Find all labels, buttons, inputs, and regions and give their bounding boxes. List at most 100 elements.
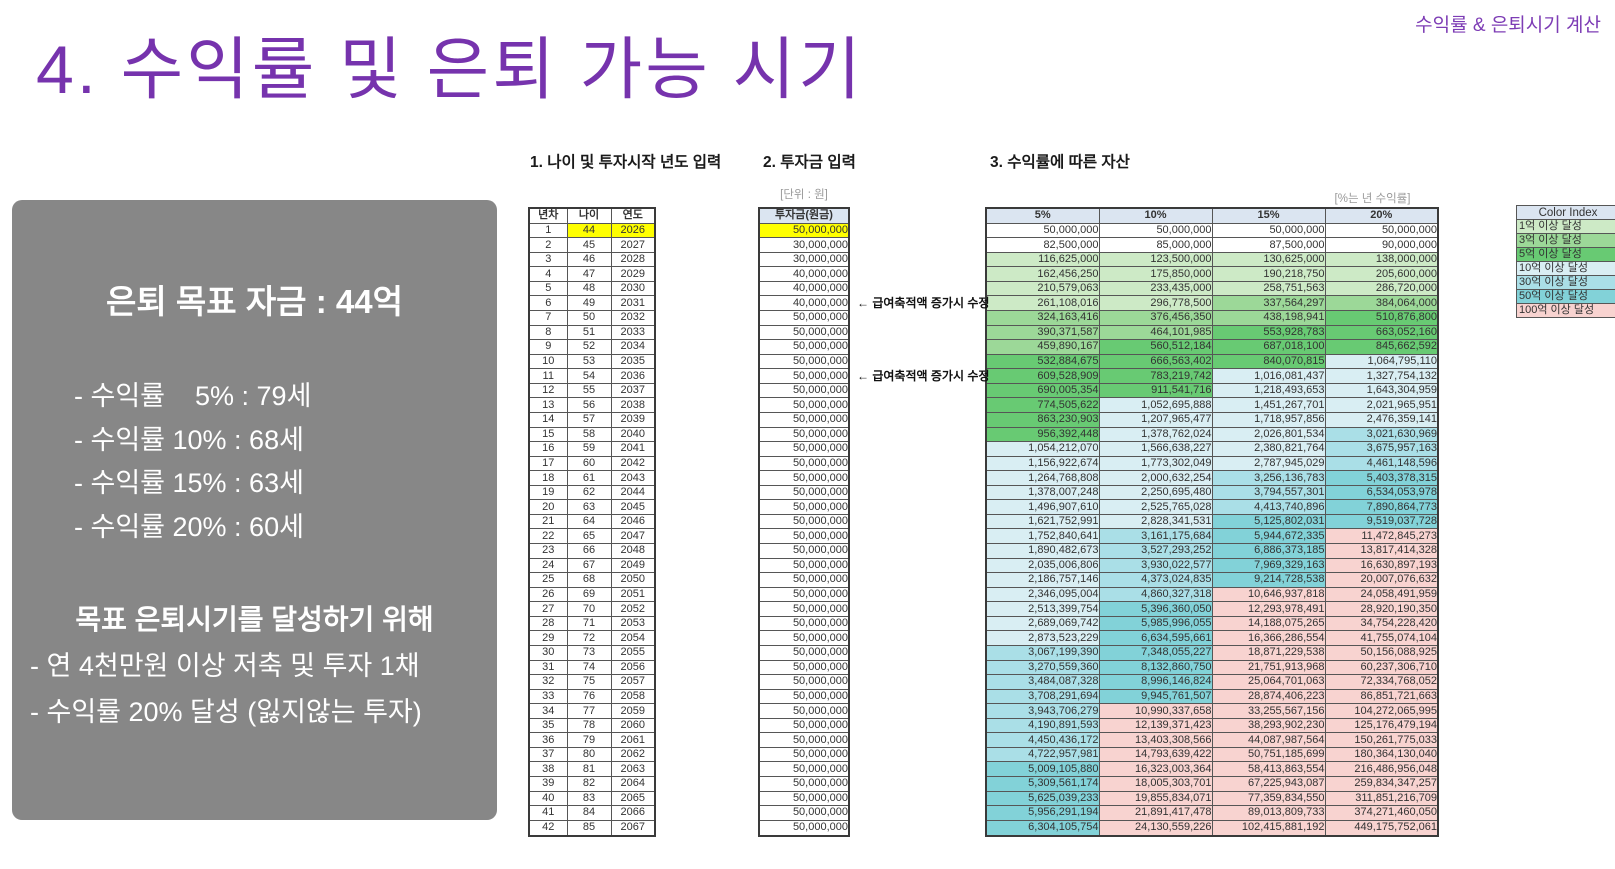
- age-cell: 2033: [610, 324, 656, 341]
- section-header-invest-input: 2. 투자금 입력: [763, 154, 856, 171]
- asset-cell: 5,985,996,055: [1098, 615, 1213, 632]
- asset-cell: 18,871,229,538: [1211, 644, 1326, 661]
- asset-cell: 24,058,491,959: [1324, 586, 1439, 603]
- corner-note: 수익률 & 은퇴시기 계산: [1415, 15, 1601, 36]
- asset-cell: 3,708,291,694: [985, 688, 1100, 705]
- asset-cell: 19,855,834,071: [1098, 790, 1213, 807]
- invest-cell: 50,000,000: [758, 368, 850, 384]
- age-cell: 65: [566, 528, 612, 545]
- age-cell: 22: [528, 528, 568, 545]
- age-cell: 55: [566, 382, 612, 399]
- age-cell: 26: [528, 586, 568, 603]
- invest-cell: 50,000,000: [758, 484, 850, 501]
- age-cell: 69: [566, 586, 612, 603]
- age-cell: 36: [528, 732, 568, 748]
- age-cell: 24: [528, 557, 568, 574]
- age-cell: 45: [566, 237, 612, 253]
- age-cell: 84: [566, 805, 612, 821]
- asset-cell: 774,505,622: [985, 397, 1100, 413]
- asset-cell: 89,013,809,733: [1211, 805, 1326, 821]
- asset-cell: 24,130,559,226: [1098, 819, 1213, 837]
- invest-input-cell[interactable]: 50,000,000: [758, 222, 850, 239]
- age-cell: 2055: [610, 644, 656, 661]
- age-cell: 37: [528, 746, 568, 763]
- asset-cell: 2,021,965,951: [1324, 397, 1439, 413]
- age-cell: 2051: [610, 586, 656, 603]
- asset-cell: 1,207,965,477: [1098, 411, 1213, 428]
- asset-cell: 1,156,922,674: [985, 455, 1100, 472]
- asset-cell: 60,237,306,710: [1324, 659, 1439, 676]
- age-cell: 63: [566, 499, 612, 515]
- age-cell: 2030: [610, 280, 656, 297]
- asset-rate-header: 5%: [985, 207, 1100, 224]
- asset-cell: 510,876,800: [1324, 310, 1439, 326]
- asset-cell: 2,000,632,254: [1098, 470, 1213, 486]
- asset-cell: 58,413,863,554: [1211, 761, 1326, 778]
- asset-cell: 553,928,783: [1211, 324, 1326, 341]
- asset-cell: 1,016,081,437: [1211, 368, 1326, 384]
- asset-cell: 2,787,945,029: [1211, 455, 1326, 472]
- goal-title: 목표 은퇴시기를 달성하기 위해: [75, 604, 434, 635]
- age-cell: 62: [566, 484, 612, 501]
- asset-cell: 33,255,567,156: [1211, 703, 1326, 719]
- asset-cell: 296,778,500: [1098, 295, 1213, 312]
- invest-cell: 50,000,000: [758, 455, 850, 472]
- age-cell: 31: [528, 659, 568, 676]
- asset-cell: 3,794,557,301: [1211, 484, 1326, 501]
- legend-item: 30억 이상 달성: [1516, 276, 1615, 290]
- asset-cell: 2,828,341,531: [1098, 513, 1213, 530]
- invest-cell: 50,000,000: [758, 557, 850, 574]
- asset-cell: 4,461,148,596: [1324, 455, 1439, 472]
- age-cell: 49: [566, 295, 612, 312]
- asset-cell: 258,751,563: [1211, 280, 1326, 297]
- asset-cell: 16,323,003,364: [1098, 761, 1213, 778]
- asset-cell: 840,070,815: [1211, 353, 1326, 370]
- age-cell: 57: [566, 411, 612, 428]
- age-cell: 61: [566, 470, 612, 486]
- asset-cell: 1,052,695,888: [1098, 397, 1213, 413]
- age-cell: 2061: [610, 732, 656, 748]
- age-cell: 35: [528, 717, 568, 734]
- age-cell: 10: [528, 353, 568, 370]
- age-cell: 2038: [610, 397, 656, 413]
- asset-cell: 16,630,897,193: [1324, 557, 1439, 574]
- age-cell: 2062: [610, 746, 656, 763]
- asset-cell: 13,403,308,566: [1098, 732, 1213, 748]
- section-header-age-input: 1. 나이 및 투자시작 년도 입력: [530, 154, 722, 171]
- legend-header: Color Index: [1516, 205, 1615, 220]
- age-cell: 2067: [610, 819, 656, 837]
- age-cell: 2047: [610, 528, 656, 545]
- age-cell: 2036: [610, 368, 656, 384]
- asset-cell: 11,472,845,273: [1324, 528, 1439, 545]
- age-cell: 85: [566, 819, 612, 837]
- age-cell: 2035: [610, 353, 656, 370]
- invest-cell: 50,000,000: [758, 761, 850, 778]
- summary-box: 은퇴 목표 자금 : 44억 - 수익률 5% : 79세 - 수익률 10% …: [12, 200, 497, 820]
- age-cell: 2: [528, 237, 568, 253]
- asset-cell: 18,005,303,701: [1098, 776, 1213, 792]
- asset-cell: 16,366,286,554: [1211, 630, 1326, 646]
- asset-cell: 1,218,493,653: [1211, 382, 1326, 399]
- asset-cell: 3,161,175,684: [1098, 528, 1213, 545]
- asset-cell: 10,990,337,658: [1098, 703, 1213, 719]
- asset-cell: 560,512,184: [1098, 339, 1213, 355]
- asset-cell: 1,718,957,856: [1211, 411, 1326, 428]
- asset-rate-header: 20%: [1324, 207, 1439, 224]
- age-cell: 59: [566, 441, 612, 457]
- age-input-cell[interactable]: 44: [566, 222, 612, 239]
- start-year-input-cell[interactable]: 2026: [610, 222, 656, 239]
- asset-cell: 1,378,762,024: [1098, 426, 1213, 443]
- asset-cell: 180,364,130,040: [1324, 746, 1439, 763]
- asset-cell: 82,500,000: [985, 237, 1100, 253]
- invest-cell: 50,000,000: [758, 382, 850, 399]
- age-cell: 8: [528, 324, 568, 341]
- asset-table: 5% 10% 15% 20% 50,000,000 50,000,000 50,000,00…: [985, 207, 1439, 837]
- invest-cell: 50,000,000: [758, 644, 850, 661]
- asset-cell: 1,773,302,049: [1098, 455, 1213, 472]
- asset-cell: 532,884,675: [985, 353, 1100, 370]
- asset-cell: 3,930,022,577: [1098, 557, 1213, 574]
- asset-cell: 14,188,075,265: [1211, 615, 1326, 632]
- invest-cell: 30,000,000: [758, 251, 850, 268]
- section-header-asset: 3. 수익률에 따른 자산: [990, 154, 1130, 171]
